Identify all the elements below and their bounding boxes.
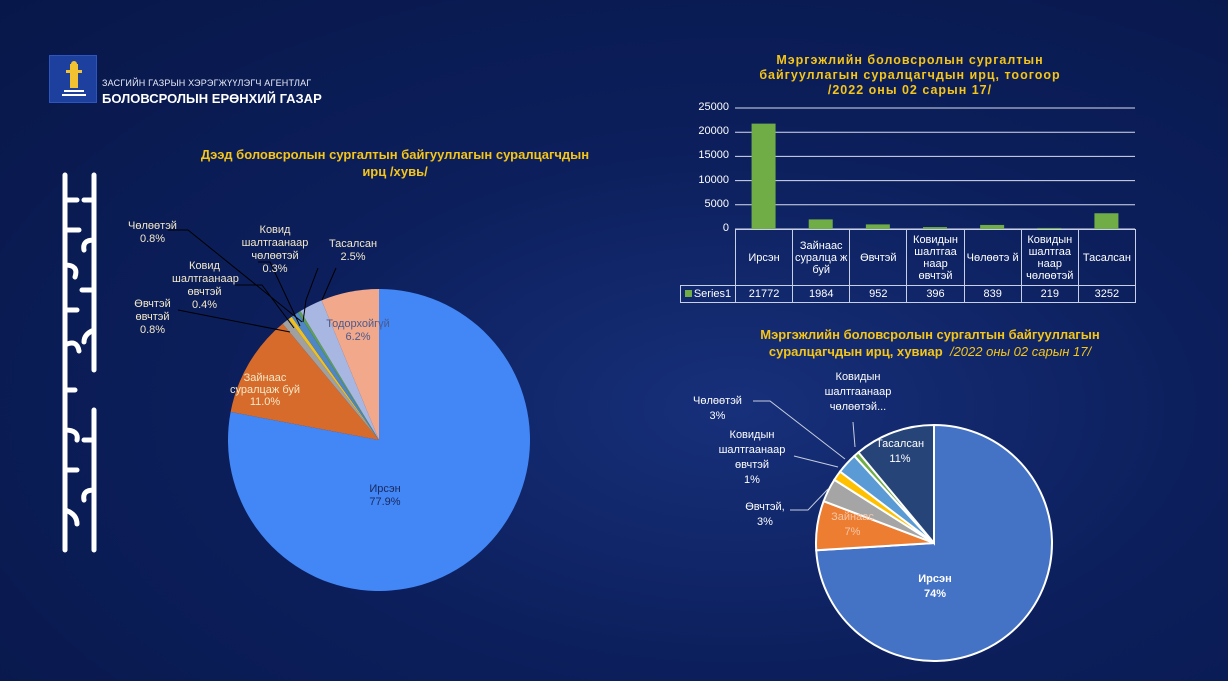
bar-chart-title: Мэргэжлийн боловсролын сургалтын байгуул… — [759, 53, 1061, 97]
category-cell: Ковидын шалтгаа наар чөлөөтэй — [1020, 229, 1079, 286]
value-cell: 1984 — [792, 285, 851, 303]
category-cell: Зайнаас суралца ж буй — [792, 229, 851, 286]
y-tick-label: 15000 — [698, 149, 729, 162]
value-cell: 3252 — [1077, 285, 1136, 303]
pie1-label-tasalsan: Тасалсан 2.5% — [328, 238, 378, 263]
bar-2 — [865, 224, 890, 229]
pie1-label-covid-leave: Ковид шалтгаанаар чөлөөтэй 0.3% — [241, 224, 309, 275]
pie-slice-4 — [291, 312, 379, 440]
pie-slice-1 — [230, 323, 379, 440]
value-cell: 219 — [1020, 285, 1079, 303]
value-cell: 839 — [963, 285, 1022, 303]
right-pie-title: Мэргэжлийн боловсролын сургалтын байгуул… — [760, 327, 1100, 359]
y-tick-label: 10000 — [698, 173, 729, 186]
pie1-label-ovchtei: Өвчтэй өвчтэй 0.8% — [134, 298, 171, 336]
pie1-label-covid-sick: Ковид шалтгаанаар өвчтэй 0.4% — [172, 260, 239, 311]
pie2-label-choloo: Чөлөөтэй 3% — [693, 395, 742, 422]
mongolian-script-title — [62, 172, 97, 553]
bar-5 — [1037, 227, 1062, 229]
value-cell: 952 — [849, 285, 908, 303]
pie-slice-6 — [300, 300, 379, 440]
y-tick-label: 5000 — [704, 197, 729, 210]
pie2-label-covid-sick: Ковидын шалтгаанаар өвчтэй 1% — [718, 429, 786, 486]
pie2-label-covid-leave: Ковидын шалтгаанаар чөлөөтэй... — [824, 371, 892, 413]
y-tick-label: 20000 — [698, 125, 729, 138]
y-tick-label: 0 — [722, 222, 729, 234]
pie1-label-todorhoigui: Тодорхойгүй 6.2% — [326, 318, 390, 343]
pie2-label-tasalsan: Тасалсан 11% — [875, 438, 925, 465]
pie1-label-irsen: Ирсэн 77.9% — [369, 483, 401, 508]
pie1-label-zainaas: Зайнаас суралцаж буй 11.0% — [229, 372, 301, 408]
pie2-label-irsen: Ирсэн 74% — [918, 573, 952, 600]
value-cell: 396 — [906, 285, 965, 303]
bar-4 — [980, 224, 1005, 229]
bar-0 — [751, 123, 776, 229]
y-tick-label: 25000 — [698, 101, 729, 113]
pie-slice-5 — [298, 311, 379, 440]
category-cell: Тасалсан — [1077, 229, 1136, 286]
agency-line: ЗАСГИЙН ГАЗРЫН ХЭРЭГЖҮҮЛЭГЧ АГЕНТЛАГ — [102, 78, 312, 88]
government-logo — [49, 55, 97, 103]
bar-6 — [1094, 213, 1119, 229]
legend-series1: Series1 — [680, 285, 736, 303]
category-cell: Ирсэн — [734, 229, 794, 286]
pie2-label-zainaas: Зайнаас 7% — [831, 511, 874, 538]
pie1-label-choloo: Чөлөөтэй 0.8% — [128, 220, 177, 245]
agency-name: БОЛОВСРОЛЫН ЕРӨНХИЙ ГАЗАР — [102, 91, 322, 106]
category-cell: Өвчтэй — [849, 229, 908, 286]
pie-slice-6 — [857, 423, 935, 546]
value-cell: 21772 — [734, 285, 794, 303]
pie-slice-2 — [282, 319, 379, 440]
left-pie-leader-lines — [168, 229, 337, 333]
bar-1 — [808, 219, 833, 229]
category-cell: Ковидын шалтгаа наар өвчтэй — [906, 229, 965, 286]
pie2-label-ovchtei: Өвчтэй, 3% — [745, 501, 785, 528]
right-pie-chart — [815, 423, 1053, 662]
left-pie-chart — [227, 289, 531, 591]
category-cell: Чөлөөтэ й — [963, 229, 1022, 286]
pie-slice-3 — [288, 316, 379, 440]
bar-data-table: Ирсэн Зайнаас суралца ж буй Өвчтэй Ковидын … — [680, 229, 1136, 303]
right-pie-leader-lines — [753, 400, 856, 511]
bar-3 — [923, 227, 947, 229]
bar-chart-plot — [735, 107, 1135, 230]
pie-slice-7 — [321, 289, 379, 440]
left-pie-title: Дээд боловсролын сургалтын байгууллагын … — [200, 147, 590, 179]
